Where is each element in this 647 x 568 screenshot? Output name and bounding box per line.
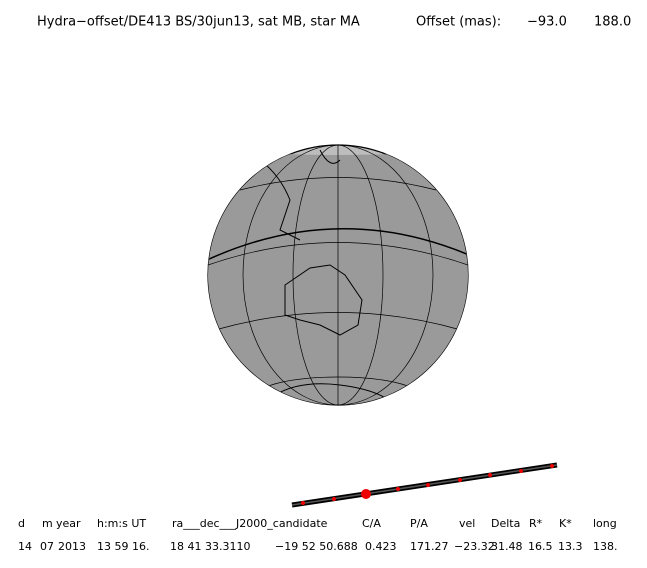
table-cell: 13.3 bbox=[558, 540, 583, 553]
column-header: P/A bbox=[410, 517, 428, 530]
offset-value: 188.0 bbox=[594, 15, 631, 30]
column-header: C/A bbox=[362, 517, 381, 530]
table-cell: 07 bbox=[40, 540, 54, 553]
column-header: m bbox=[42, 517, 53, 530]
table-cell: 138. bbox=[593, 540, 618, 553]
table-cell: 18 41 33.3110 bbox=[170, 540, 250, 553]
column-header: h:m:s UT bbox=[97, 517, 146, 530]
map-title: Hydra−offset/DE413 BS/30jun13, sat MB, s… bbox=[37, 15, 360, 30]
table-cell: −19 52 50.688 bbox=[275, 540, 358, 553]
column-header: ra___dec___J2000_candidate bbox=[172, 517, 328, 530]
offset-value: −93.0 bbox=[527, 15, 567, 30]
column-header: vel bbox=[459, 517, 475, 530]
table-cell: 171.27 bbox=[410, 540, 449, 553]
column-header: d bbox=[18, 517, 25, 530]
offset-label: Offset (mas): bbox=[416, 15, 501, 30]
table-cell: −23.32 bbox=[454, 540, 495, 553]
table-cell: 2013 bbox=[58, 540, 86, 553]
column-header: K* bbox=[559, 517, 572, 530]
table-cell: 31.48 bbox=[491, 540, 523, 553]
table-cell: 16.5 bbox=[528, 540, 553, 553]
shadow-track bbox=[291, 462, 558, 508]
table-cell: 13 59 16. bbox=[97, 540, 149, 553]
column-header: R* bbox=[529, 517, 543, 530]
column-header: year bbox=[56, 517, 81, 530]
table-cell: 14 bbox=[18, 540, 32, 553]
column-header: Delta bbox=[491, 517, 520, 530]
table-cell: 0.423 bbox=[365, 540, 397, 553]
globe bbox=[207, 144, 469, 406]
column-header: long bbox=[593, 517, 617, 530]
